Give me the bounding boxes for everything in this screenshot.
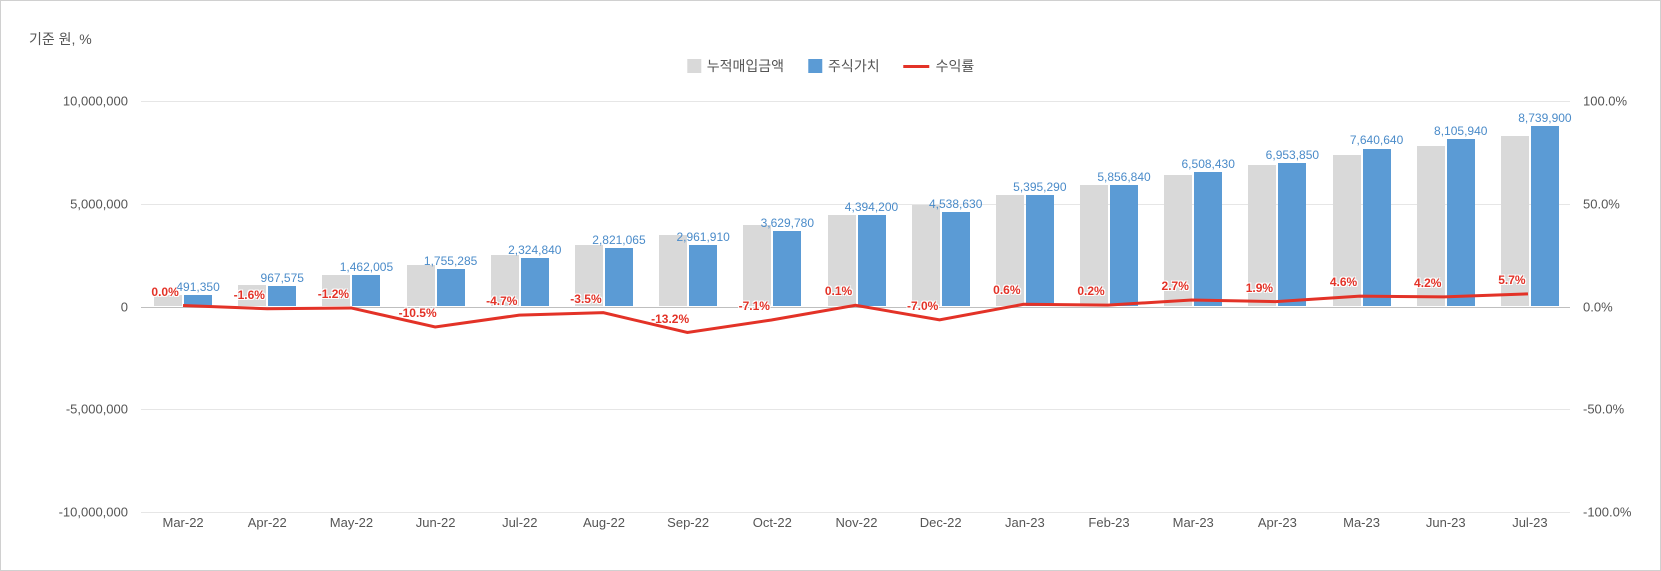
x-tick-label: Apr-23 [1258, 515, 1297, 530]
chart-container: 기준 원, % 누적매입금액 주식가치 수익률 -10,000,000 -5,00… [0, 0, 1661, 571]
x-tick-label: Aug-22 [583, 515, 625, 530]
y-tick-right: 100.0% [1583, 94, 1627, 109]
plot-area: 491,350967,5751,462,0051,755,2852,324,84… [141, 101, 1570, 510]
y-tick-left: -5,000,000 [66, 402, 128, 417]
return-line-path [183, 294, 1528, 333]
legend-swatch-stockvalue [808, 59, 822, 73]
x-tick-label: Nov-22 [836, 515, 878, 530]
legend: 누적매입금액 주식가치 수익률 [687, 56, 974, 76]
legend-line-return [904, 65, 930, 68]
x-tick-label: Apr-22 [248, 515, 287, 530]
y-tick-right: -100.0% [1583, 505, 1631, 520]
x-tick-label: Jun-22 [416, 515, 456, 530]
legend-item-stockvalue: 주식가치 [808, 56, 880, 76]
y-tick-right: 50.0% [1583, 196, 1620, 211]
x-tick-label: Feb-23 [1088, 515, 1129, 530]
x-tick-label: Mar-23 [1173, 515, 1214, 530]
x-tick-label: Jun-23 [1426, 515, 1466, 530]
x-tick-label: Sep-22 [667, 515, 709, 530]
legend-item-cumulative: 누적매입금액 [687, 56, 784, 76]
chart-title: 기준 원, % [29, 29, 92, 49]
x-tick-label: Ma-23 [1343, 515, 1380, 530]
legend-item-return: 수익률 [904, 56, 975, 76]
y-tick-left: 5,000,000 [70, 196, 128, 211]
y-axis-right: -100.0%-50.0%0.0%50.0%100.0% [1575, 101, 1660, 510]
x-tick-label: Dec-22 [920, 515, 962, 530]
legend-label-return: 수익률 [936, 56, 975, 76]
legend-swatch-cumulative [687, 59, 701, 73]
x-tick-label: Mar-22 [162, 515, 203, 530]
x-tick-label: May-22 [330, 515, 373, 530]
x-tick-label: Jul-22 [502, 515, 537, 530]
x-tick-label: Oct-22 [753, 515, 792, 530]
y-axis-left: -10,000,000-5,000,00005,000,00010,000,00… [1, 101, 136, 510]
y-tick-right: -50.0% [1583, 402, 1624, 417]
x-tick-label: Jul-23 [1512, 515, 1547, 530]
return-line [141, 101, 1570, 510]
x-tick-label: Jan-23 [1005, 515, 1045, 530]
legend-label-stockvalue: 주식가치 [828, 56, 880, 76]
y-tick-left: 0 [121, 299, 128, 314]
y-tick-left: -10,000,000 [59, 505, 128, 520]
x-axis: Mar-22 Apr-22 May-22 Jun-22 Jul-22 Aug-22 Sep-… [141, 515, 1570, 545]
legend-label-cumulative: 누적매입금액 [707, 56, 784, 76]
gridline [141, 512, 1570, 513]
y-tick-left: 10,000,000 [63, 94, 128, 109]
y-tick-right: 0.0% [1583, 299, 1613, 314]
